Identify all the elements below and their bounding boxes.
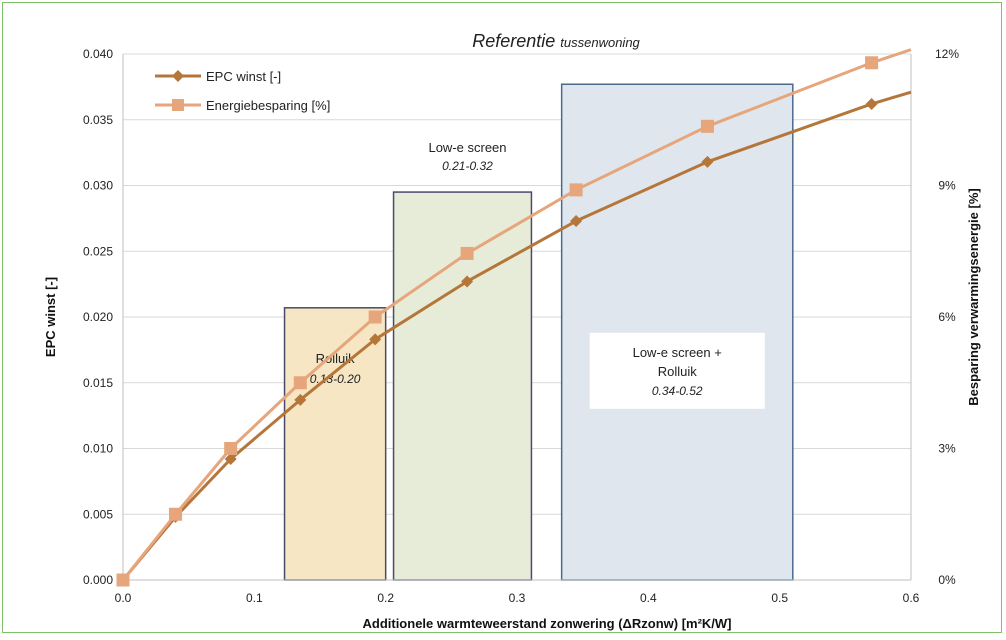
x-tick-label: 0.0 [115, 591, 132, 605]
legend: EPC winst [-] Energiebesparing [%] [155, 69, 330, 113]
data-point-marker [294, 393, 307, 406]
region-range: 0.34-0.52 [652, 384, 703, 398]
data-point-marker [461, 275, 474, 288]
series-lines [116, 48, 912, 587]
y-left-tick-label: 0.030 [83, 179, 113, 193]
legend-marker [172, 70, 184, 82]
x-tick-label: 0.4 [640, 591, 657, 605]
legend-label: Energiebesparing [%] [206, 98, 330, 113]
y-left-axis-title: EPC winst [-] [43, 277, 58, 357]
y-left-tick-label: 0.015 [83, 376, 113, 390]
data-point-marker [865, 97, 878, 110]
data-point-marker [865, 56, 879, 70]
x-tick-label: 0.3 [509, 591, 526, 605]
data-point-marker [224, 453, 237, 466]
chart-title-text: Referentie tussenwoning [472, 31, 640, 51]
y-left-tick-label: 0.025 [83, 244, 113, 258]
y-left-tick-label: 0.035 [83, 113, 113, 127]
region-range: 0.13-0.20 [310, 372, 361, 386]
data-point-marker [700, 119, 714, 133]
region-box [283, 307, 387, 581]
data-point-marker [224, 442, 238, 455]
y-left-tick-label: 0.000 [83, 573, 113, 587]
axes: 0.000 0.005 0.010 0.015 0.020 0.025 0.030 0.035… [43, 47, 981, 631]
chart-svg: Rolluik 0.13-0.20 Low-e screen 0.21-0.32 Low… [43, 31, 981, 631]
data-point-marker [570, 215, 583, 228]
x-axis-title: Additionele warmteweerstand zonwering (Δ… [362, 616, 731, 631]
y-left-tick-label: 0.005 [83, 507, 113, 521]
region-box [560, 83, 794, 581]
y-right-axis-title: Besparing verwarmingsenergie [%] [966, 188, 981, 405]
legend-marker [172, 99, 184, 111]
series-line [121, 90, 912, 581]
y-right-tick-label: 6% [938, 310, 956, 324]
series-energiebesparing [116, 48, 912, 587]
region-label: Low-e screen [428, 140, 506, 155]
data-point-marker [368, 310, 382, 324]
region-range: 0.21-0.32 [442, 159, 493, 173]
region-label: Rolluik [658, 364, 698, 379]
x-tick-label: 0.6 [903, 591, 920, 605]
y-right-tick-label: 3% [938, 442, 956, 456]
data-point-marker [701, 155, 714, 168]
data-point-marker [569, 183, 583, 197]
x-tick-label: 0.1 [246, 591, 263, 605]
x-tick-label: 0.2 [377, 591, 394, 605]
y-left-tick-label: 0.010 [83, 442, 113, 456]
x-tick-label: 0.5 [771, 591, 788, 605]
series-line [121, 48, 912, 581]
data-point-marker [293, 376, 307, 390]
region-label: Low-e screen + [633, 345, 722, 360]
y-left-tick-label: 0.020 [83, 310, 113, 324]
data-point-marker [116, 573, 130, 587]
chart-title: Referentie tussenwoning [472, 31, 640, 51]
data-point-marker [169, 507, 183, 521]
y-right-tick-label: 9% [938, 179, 956, 193]
legend-label: EPC winst [-] [206, 69, 281, 84]
data-point-marker [460, 246, 474, 260]
y-right-tick-label: 0% [938, 573, 956, 587]
y-right-tick-label: 12% [935, 47, 959, 61]
data-point-marker [369, 333, 382, 346]
y-left-tick-label: 0.040 [83, 47, 113, 61]
region-label-background [589, 332, 765, 409]
